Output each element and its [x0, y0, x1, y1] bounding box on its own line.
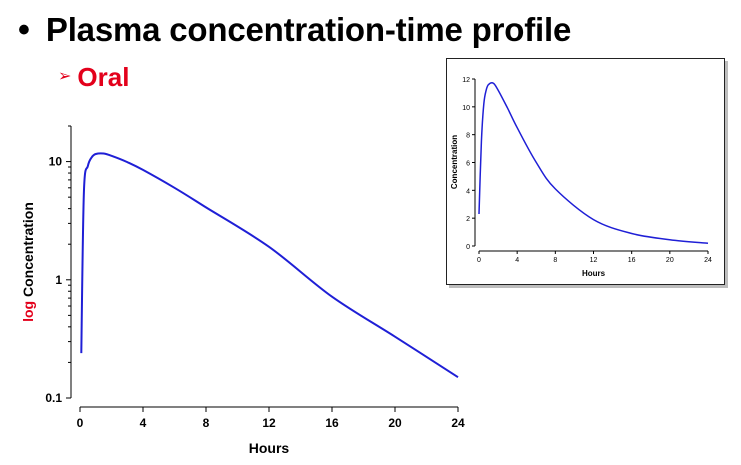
inset-y-tick-label: 0 [466, 244, 470, 251]
inset-x-tick-label: 4 [515, 257, 519, 264]
bullet-point: • [18, 11, 30, 49]
x-tick-label: 4 [140, 416, 147, 430]
x-tick-label: 0 [77, 416, 84, 430]
inset-y-tick-label: 10 [462, 105, 470, 112]
inset-x-tick-label: 12 [590, 257, 598, 264]
inset-x-axis-title: Hours [582, 269, 606, 278]
inset-y-tick-label: 4 [466, 188, 470, 195]
x-tick-label: 16 [325, 416, 339, 430]
y-tick-label: 10 [49, 155, 63, 169]
x-tick-label: 24 [451, 416, 465, 430]
y-axis-title-log: log [20, 297, 36, 322]
y-tick-label: 0.1 [45, 391, 62, 405]
inset-x-tick-label: 0 [477, 257, 481, 264]
y-axis-title: log Concentration [20, 202, 36, 322]
concentration-log-series [80, 152, 459, 379]
x-tick-label: 12 [262, 416, 276, 430]
inset-y-tick-label: 6 [466, 161, 470, 168]
inset-x-tick-label: 8 [553, 257, 557, 264]
x-tick-label: 20 [388, 416, 402, 430]
x-axis-title: Hours [249, 440, 290, 456]
inset-y-tick-label: 2 [466, 216, 470, 223]
inset-x-tick-label: 24 [704, 257, 712, 264]
arrow-bullet-icon: ➢ [58, 68, 72, 85]
inset-x-tick-label: 20 [666, 257, 674, 264]
title-row: • Plasma concentration-time profile [18, 10, 571, 50]
inset-y-axis-title: Concentration [450, 135, 459, 189]
inset-chart-frame: 0 2 4 6 8 10 12 0 4 8 12 16 20 24 Hours Concentration [446, 58, 725, 285]
inset-y-tick-label: 8 [466, 133, 470, 140]
subtitle-row: ➢ Oral [58, 62, 129, 92]
y-tick-label: 1 [55, 273, 62, 287]
x-tick-label: 8 [203, 416, 210, 430]
inset-y-tick-label: 12 [462, 77, 470, 84]
y-axis-title-concentration: Concentration [20, 202, 36, 297]
inset-x-tick-label: 16 [628, 257, 636, 264]
concentration-linear-series [478, 82, 709, 244]
slide-subtitle: Oral [77, 62, 130, 92]
slide-title: Plasma concentration-time profile [45, 11, 572, 48]
